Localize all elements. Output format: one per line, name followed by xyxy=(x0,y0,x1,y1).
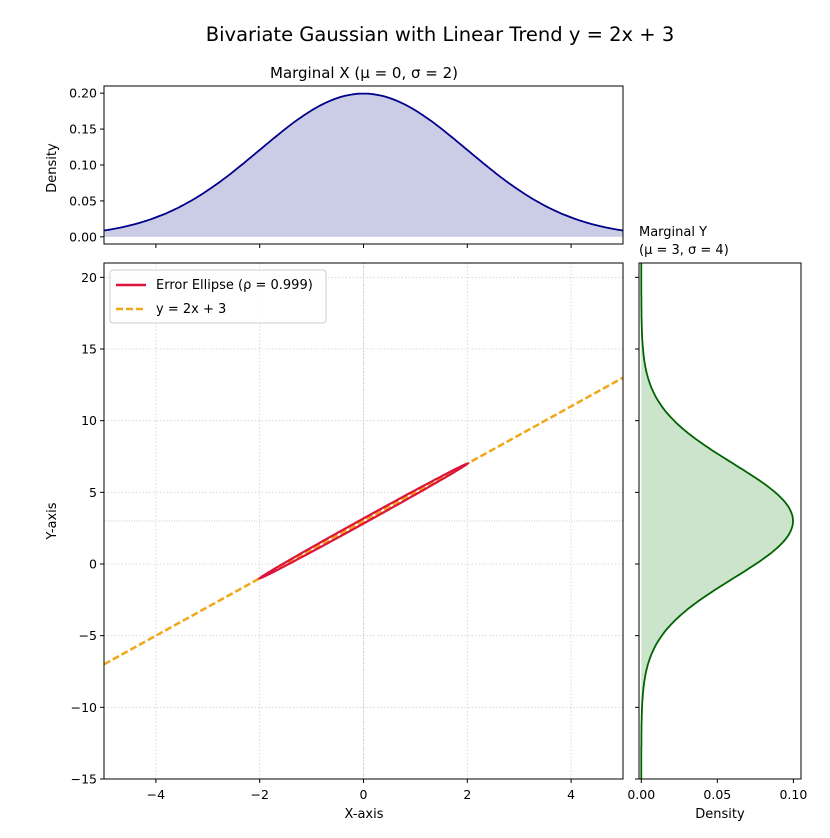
joint-xtick-label: 4 xyxy=(567,787,575,802)
marginal-x-ytick-label: 0.05 xyxy=(69,193,97,208)
joint-xlabel: X-axis xyxy=(345,807,384,822)
marginal-x-curve xyxy=(103,92,624,232)
joint-error-ellipse xyxy=(257,462,470,580)
joint-xtick-label: 0 xyxy=(360,787,368,802)
marginal-y-xtick-label: 0.05 xyxy=(703,787,731,802)
joint-ytick-label: −5 xyxy=(79,628,97,643)
joint-ytick-label: 5 xyxy=(89,485,97,500)
marginal-x-fill xyxy=(104,93,623,237)
joint-trend-line xyxy=(103,376,624,666)
legend-trend-label: y = 2x + 3 xyxy=(156,302,226,317)
marginal-x-ylabel: Density xyxy=(45,143,60,193)
joint-ytick-label: 10 xyxy=(81,413,97,428)
marginal-x-ytick-label: 0.00 xyxy=(69,229,97,244)
joint-ytick-label: 15 xyxy=(81,342,97,357)
joint-xtick-label: 2 xyxy=(463,787,471,802)
marginal-y-xtick-label: 0.10 xyxy=(779,787,807,802)
joint-ytick-label: −15 xyxy=(71,772,97,787)
joint-xtick-label: −2 xyxy=(250,787,268,802)
marginal-x-ytick-label: 0.15 xyxy=(69,122,97,137)
marginal-y-xlabel: Density xyxy=(695,807,745,822)
joint-ytick-label: −10 xyxy=(71,700,97,715)
marginal-x-panel: Marginal X (μ = 0, σ = 2) 0.00 0.05 0.10 0.… xyxy=(45,64,624,248)
joint-xtick-label: −4 xyxy=(147,787,165,802)
joint-panel: −4 −2 0 2 4 −15 −10 −5 0 5 10 15 20 X-axis Y-axis Er… xyxy=(45,262,624,822)
marginal-x-title: Marginal X (μ = 0, σ = 2) xyxy=(270,64,458,82)
marginal-y-frame xyxy=(638,262,802,780)
marginal-x-ytick-label: 0.20 xyxy=(69,86,97,101)
legend: Error Ellipse (ρ = 0.999) y = 2x + 3 xyxy=(109,269,327,324)
joint-ytick-label: 0 xyxy=(89,557,97,572)
marginal-y-panel: Marginal Y (μ = 3, σ = 4) 0.00 0.05 0.10 D… xyxy=(627,225,807,822)
main-title: Bivariate Gaussian with Linear Trend y =… xyxy=(206,23,674,46)
marginal-y-title-line2: (μ = 3, σ = 4) xyxy=(639,243,729,258)
joint-ylabel: Y-axis xyxy=(45,502,60,540)
marginal-y-curve xyxy=(640,263,794,779)
marginal-y-xtick-label: 0.00 xyxy=(627,787,655,802)
legend-ellipse-label: Error Ellipse (ρ = 0.999) xyxy=(156,278,313,293)
marginal-y-fill xyxy=(641,263,793,779)
joint-ytick-label: 20 xyxy=(81,270,97,285)
legend-frame xyxy=(109,269,327,324)
marginal-y-title-line1: Marginal Y xyxy=(639,225,707,240)
marginal-x-ytick-label: 0.10 xyxy=(69,158,97,173)
